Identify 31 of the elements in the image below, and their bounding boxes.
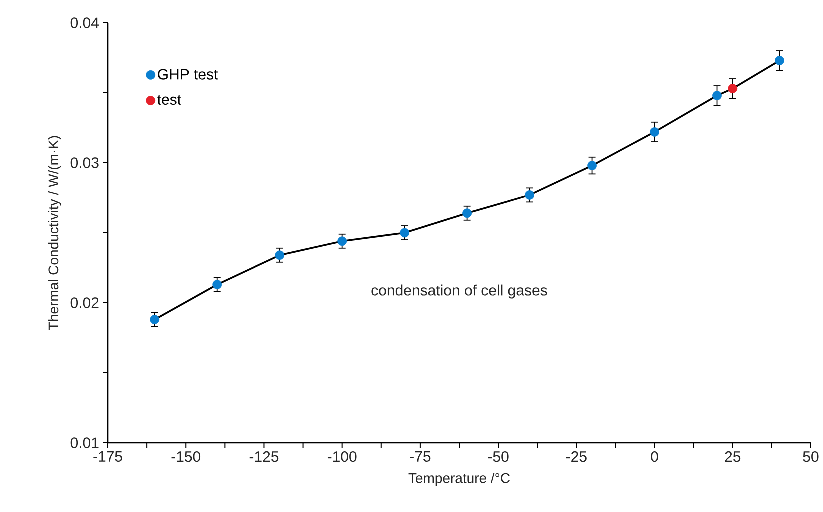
point [775,56,784,66]
point [712,91,722,100]
point [588,161,597,170]
point [400,228,410,238]
point [462,208,472,218]
x-tick-label: -150 [172,452,201,462]
y-tick-label: 0.01 [70,438,99,448]
x-tick-label: -125 [250,452,279,462]
point [212,280,222,290]
x-tick-label: -100 [328,452,357,462]
x-tick-label: -50 [488,452,509,462]
point [525,190,534,200]
point [728,84,738,94]
x-tick-label: -75 [410,452,431,462]
point [150,315,160,324]
annotation: condensation of cell gases [372,284,548,299]
legend-label: GHP test [158,69,218,80]
y-axis-title: Thermal Conductivity / W/(m·K) [48,136,62,330]
point [275,250,285,260]
x-tick-label: 25 [725,452,741,462]
point [338,236,348,246]
x-tick-label: 50 [803,452,819,462]
x-tick-label: 0 [651,452,658,462]
y-tick-label: 0.02 [70,298,99,308]
x-tick-label: -175 [94,452,122,462]
y-tick-label: 0.03 [70,158,99,168]
x-axis-title: Temperature /°C [408,473,510,486]
x-tick-label: -25 [566,452,587,462]
point [650,127,660,137]
y-tick-label: 0.04 [70,18,100,28]
legend-label: test [158,95,182,106]
